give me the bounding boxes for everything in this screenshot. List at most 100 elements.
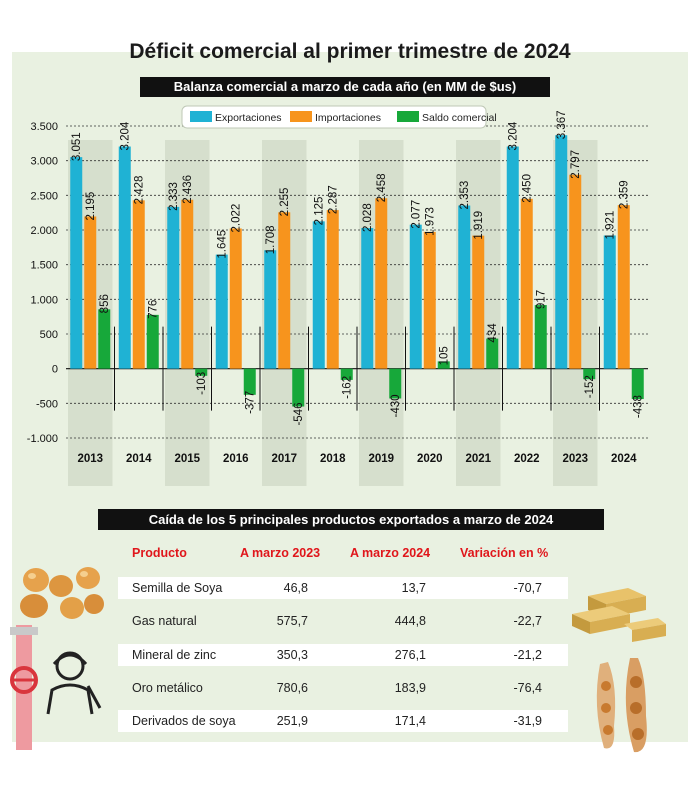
cell-2023: 350,3 — [276, 648, 308, 662]
cell-2024: 276,1 — [394, 648, 426, 662]
trade-balance-chart: 3.500 3.000 2.500 2.000 1.500 1.000 500 0 -500 -1… — [27, 105, 648, 486]
legend-label: Exportaciones — [215, 112, 282, 124]
legend-swatch — [290, 111, 312, 122]
bar-saldo-comercial — [98, 309, 111, 369]
bar-saldo-comercial — [631, 368, 644, 400]
cell-2024: 444,8 — [394, 614, 426, 628]
data-label: 1.645 — [217, 230, 229, 259]
data-label: 776 — [148, 300, 160, 319]
data-label: 2.458 — [376, 173, 388, 202]
data-label: 105 — [439, 346, 451, 365]
table-row: Semilla de Soya 46,8 13,7 -70,7 — [118, 577, 568, 599]
bar-importaciones — [423, 231, 436, 369]
miner-icon — [46, 651, 102, 715]
data-label: 917 — [536, 290, 548, 309]
bar-importaciones — [472, 235, 485, 369]
table-row: Oro metálico 780,6 183,9 -76,4 — [118, 677, 568, 699]
data-label: 2.125 — [314, 197, 326, 226]
bar-saldo-comercial — [437, 361, 450, 369]
gas-pipe-illustration — [10, 625, 38, 750]
data-label: -152 — [584, 375, 596, 398]
x-tick-label: 2013 — [77, 453, 103, 465]
x-tick-label: 2019 — [368, 453, 394, 465]
cell-producto: Oro metálico — [132, 681, 203, 695]
bar-saldo-comercial — [340, 368, 353, 380]
data-label: 3.367 — [556, 110, 568, 139]
data-label: 3.051 — [71, 132, 83, 161]
legend-label: Importaciones — [315, 112, 381, 124]
cell-variacion: -70,7 — [513, 581, 543, 595]
bar-exportaciones — [458, 205, 471, 369]
data-label: -103 — [196, 372, 208, 395]
bar-importaciones — [569, 174, 582, 369]
x-tick-label: 2015 — [174, 453, 200, 465]
y-tick-label: -500 — [36, 398, 58, 410]
cell-producto: Semilla de Soya — [132, 581, 223, 595]
bar-exportaciones — [118, 146, 131, 369]
data-label: 1.919 — [473, 211, 485, 240]
bar-exportaciones — [312, 221, 325, 369]
cell-variacion: -76,4 — [513, 681, 543, 695]
x-tick-label: 2023 — [562, 453, 588, 465]
cell-variacion: -31,9 — [513, 714, 543, 728]
data-label: -438 — [633, 395, 645, 418]
soy-pods-illustration — [596, 658, 647, 753]
bar-exportaciones — [555, 135, 568, 369]
data-label: 2.450 — [522, 174, 534, 203]
bar-saldo-comercial — [195, 368, 208, 376]
table-row: Derivados de soya 251,9 171,4 -31,9 — [118, 710, 568, 732]
header-producto: Producto — [132, 546, 187, 560]
y-tick-label: 3.500 — [30, 121, 58, 133]
data-label: 1.973 — [425, 207, 437, 236]
bar-saldo-comercial — [534, 305, 547, 369]
table-title: Caída de los 5 principales productos exp… — [98, 509, 604, 530]
bar-exportaciones — [70, 157, 83, 369]
legend-swatch — [190, 111, 212, 122]
cell-2024: 171,4 — [394, 714, 426, 728]
cell-2023: 780,6 — [276, 681, 308, 695]
data-label: 2.255 — [279, 188, 291, 217]
bar-importaciones — [326, 210, 339, 369]
y-tick-label: 2.000 — [30, 225, 58, 237]
cell-variacion: -22,7 — [513, 614, 543, 628]
y-tick-label: 1.500 — [30, 260, 58, 272]
x-tick-label: 2016 — [223, 453, 249, 465]
data-label: 2.353 — [459, 181, 471, 210]
bar-importaciones — [278, 212, 291, 369]
header-variacion: Variación en % — [460, 546, 549, 560]
bar-exportaciones — [506, 146, 519, 369]
cell-producto: Gas natural — [132, 614, 197, 628]
bar-saldo-comercial — [292, 368, 305, 407]
x-tick-label: 2017 — [271, 453, 297, 465]
data-label: 2.436 — [182, 175, 194, 204]
data-label: -430 — [390, 394, 402, 417]
y-tick-label: 0 — [52, 364, 58, 376]
bar-exportaciones — [215, 254, 228, 369]
data-label: 2.195 — [85, 192, 97, 221]
bar-importaciones — [181, 199, 194, 369]
data-label: 434 — [487, 323, 499, 343]
table-row: Mineral de zinc 350,3 276,1 -21,2 — [118, 644, 568, 666]
bar-importaciones — [617, 205, 630, 369]
bar-importaciones — [375, 198, 388, 369]
data-label: 856 — [99, 294, 111, 313]
x-tick-label: 2014 — [126, 453, 152, 465]
data-label: 2.428 — [134, 176, 146, 205]
cell-2023: 251,9 — [276, 714, 308, 728]
bar-exportaciones — [167, 206, 180, 369]
y-tick-label: 500 — [40, 329, 58, 341]
cell-producto: Mineral de zinc — [132, 648, 217, 662]
cell-2024: 183,9 — [394, 681, 426, 695]
bar-importaciones — [229, 228, 242, 369]
y-tick-label: -1.000 — [27, 433, 58, 445]
data-label: 1.921 — [605, 211, 617, 240]
data-label: 2.022 — [231, 204, 243, 233]
bar-importaciones — [520, 198, 533, 369]
x-tick-label: 2020 — [417, 453, 443, 465]
bar-importaciones — [132, 200, 145, 369]
data-label: 2.028 — [362, 203, 374, 232]
bar-saldo-comercial — [146, 314, 159, 369]
bar-saldo-comercial — [486, 338, 499, 369]
bar-importaciones — [84, 216, 97, 369]
bar-saldo-comercial — [583, 368, 596, 380]
